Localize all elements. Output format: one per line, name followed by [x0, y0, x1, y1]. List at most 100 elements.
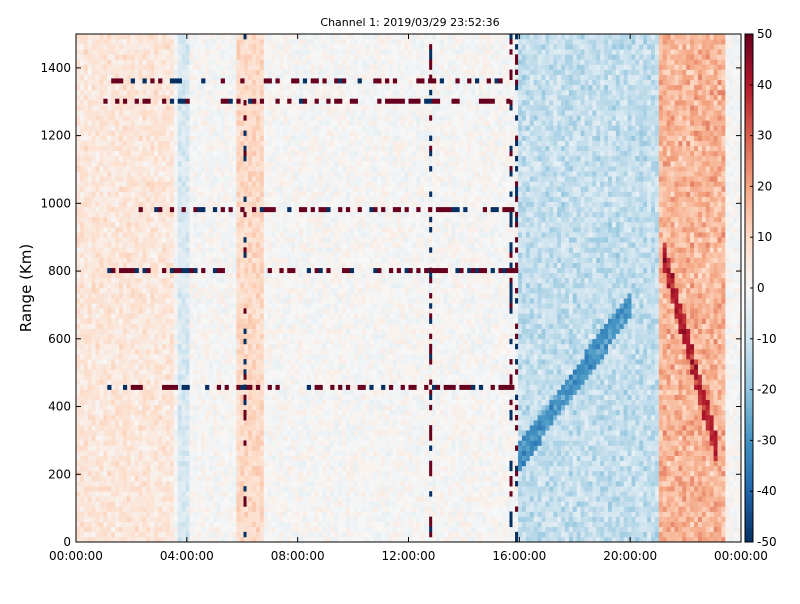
heatmap-cell	[181, 343, 186, 350]
heatmap-cell	[126, 242, 132, 248]
heatmap-cell	[91, 155, 96, 162]
heatmap-cell	[224, 389, 229, 395]
heatmap-cell	[87, 227, 92, 233]
heatmap-cell	[228, 348, 233, 355]
heatmap-cell	[185, 531, 190, 538]
heatmap-cell	[197, 394, 202, 401]
heatmap-cell	[201, 155, 206, 162]
heatmap-cell	[173, 181, 178, 187]
heatmap-cell	[236, 404, 241, 411]
heatmap-cell	[177, 333, 182, 340]
heatmap-cell	[224, 145, 229, 152]
heatmap-cell	[103, 425, 108, 431]
heatmap-cell	[197, 64, 202, 70]
heatmap-cell	[185, 110, 190, 116]
heatmap-cell	[87, 399, 92, 406]
heatmap-cell	[99, 399, 104, 406]
heatmap-cell	[209, 415, 214, 421]
heatmap-cell	[189, 84, 194, 91]
heatmap-cell	[119, 338, 124, 345]
heatmap-cell	[252, 196, 257, 202]
heatmap-cell	[154, 354, 159, 360]
heatmap-cell	[267, 308, 272, 314]
heatmap-cell	[240, 49, 245, 55]
heatmap-cell	[150, 110, 155, 116]
heatmap-cell	[236, 338, 241, 345]
heatmap-cell	[146, 79, 151, 86]
heatmap-cell	[119, 206, 124, 213]
heatmap-cell	[107, 348, 112, 355]
heatmap-cell	[255, 216, 261, 223]
heatmap-cell	[252, 120, 257, 126]
heatmap-cell	[232, 282, 237, 289]
heatmap-cell	[255, 328, 261, 335]
heatmap-cell	[115, 49, 120, 55]
heatmap-cell	[95, 105, 100, 111]
heatmap-cell	[91, 191, 96, 197]
heatmap-cell	[216, 161, 222, 167]
heatmap-cell	[173, 145, 178, 152]
heatmap-cell	[79, 445, 85, 451]
heatmap-cell	[263, 282, 268, 289]
heatmap-cell	[240, 496, 245, 502]
heatmap-cell	[158, 277, 163, 284]
heatmap-cell	[259, 506, 265, 512]
heatmap-cell	[169, 415, 175, 421]
heatmap-cell	[119, 176, 124, 182]
heatmap-cell	[240, 343, 245, 350]
heatmap-cell	[130, 389, 135, 395]
heatmap-cell	[236, 313, 241, 319]
heatmap-cell	[173, 348, 178, 355]
heatmap-cell	[205, 227, 210, 233]
heatmap-cell	[134, 79, 139, 86]
heatmap-cell	[173, 526, 178, 533]
heatmap-cell	[87, 369, 92, 375]
heatmap-cell	[115, 354, 120, 360]
heatmap-cell	[240, 420, 245, 426]
heatmap-cell	[209, 338, 214, 345]
heatmap-cell	[212, 232, 218, 238]
heatmap-cell	[177, 257, 182, 263]
heatmap-cell	[111, 257, 116, 263]
heatmap-cell	[76, 318, 81, 324]
heatmap-cell	[189, 435, 194, 441]
heatmap-cell	[103, 394, 108, 401]
heatmap-cell	[130, 374, 135, 380]
heatmap-cell	[146, 455, 151, 462]
heatmap-cell	[154, 481, 159, 487]
heatmap-cell	[162, 115, 167, 121]
heatmap-cell	[76, 313, 81, 319]
heatmap-cell	[181, 171, 186, 177]
heatmap-cell	[138, 374, 143, 380]
heatmap-cell	[115, 455, 120, 462]
heatmap-cell	[240, 69, 245, 75]
heatmap-cell	[122, 455, 128, 462]
heatmap-cell	[240, 100, 245, 106]
heatmap-cell	[158, 425, 163, 431]
heatmap-cell	[216, 176, 222, 182]
heatmap-cell	[209, 404, 214, 411]
heatmap-cell	[244, 94, 249, 101]
heatmap-cell	[177, 120, 182, 126]
heatmap-cell	[99, 120, 104, 126]
heatmap-cell	[103, 399, 108, 406]
heatmap-cell	[205, 115, 210, 121]
heatmap-cell	[87, 415, 92, 421]
heatmap-cell	[216, 59, 222, 65]
heatmap-cell	[240, 105, 245, 111]
heatmap-cell	[197, 89, 202, 96]
heatmap-cell	[99, 384, 104, 390]
heatmap-cell	[99, 54, 104, 60]
heatmap-cell	[95, 221, 100, 228]
heatmap-cell	[134, 257, 139, 263]
heatmap-cell	[126, 450, 132, 456]
heatmap-cell	[107, 74, 112, 81]
heatmap-cell	[122, 481, 128, 487]
heatmap-cell	[255, 237, 261, 243]
heatmap-cell	[99, 64, 104, 70]
heatmap-cell	[107, 191, 112, 197]
heatmap-cell	[259, 232, 265, 238]
heatmap-cell	[212, 475, 218, 482]
heatmap-cell	[115, 491, 120, 497]
heatmap-cell	[173, 435, 178, 441]
